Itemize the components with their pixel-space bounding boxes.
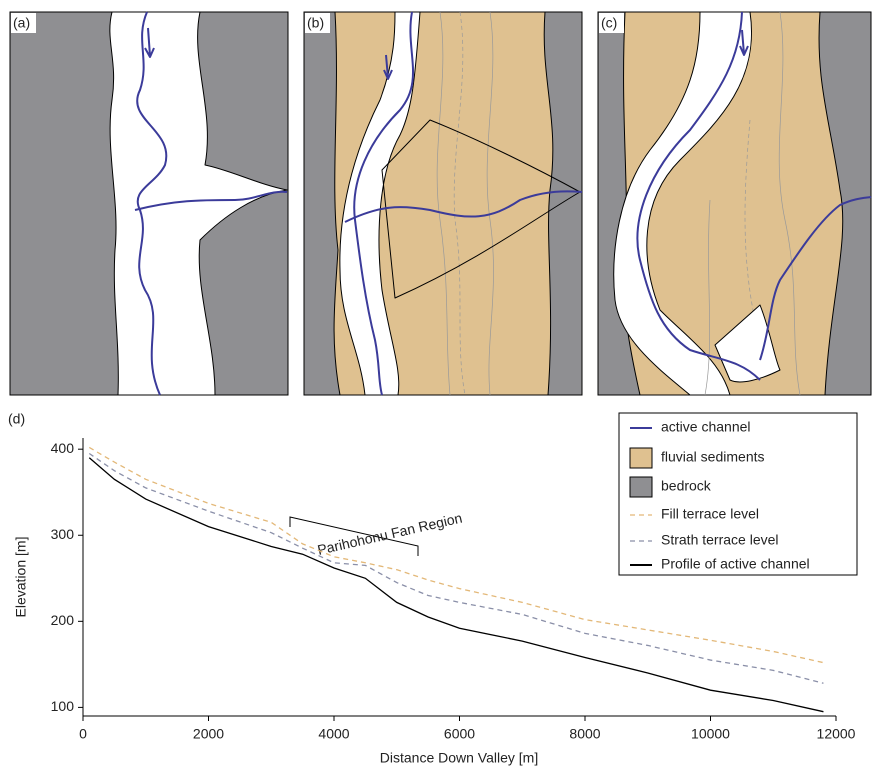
legend-label: bedrock (661, 478, 712, 494)
legend-label: Profile of active channel (661, 556, 810, 572)
legend-label: active channel (661, 419, 751, 435)
legend-box (619, 413, 857, 575)
legend-swatch (630, 448, 652, 468)
map-panel-b: (b) (304, 12, 582, 395)
legend-swatch (630, 477, 652, 497)
y-tick-label: 100 (51, 698, 75, 714)
y-tick-label: 400 (51, 440, 75, 456)
x-tick-label: 8000 (569, 726, 600, 742)
x-tick-label: 0 (79, 726, 87, 742)
figure: (a) (b) (c) (d) Distance Down Valley [m]… (0, 0, 872, 770)
x-tick-label: 6000 (444, 726, 475, 742)
panel-label: (b) (307, 15, 324, 31)
panel-label: (c) (601, 15, 617, 31)
x-tick-label: 4000 (318, 726, 349, 742)
panel-label: (a) (13, 15, 30, 31)
y-tick-label: 200 (51, 612, 75, 628)
y-tick-label: 300 (51, 526, 75, 542)
legend-label: Fill terrace level (661, 506, 759, 522)
y-axis-label: Elevation [m] (13, 537, 29, 618)
map-panel-a: (a) (10, 12, 288, 395)
x-tick-label: 12000 (817, 726, 856, 742)
map-panel-c: (c) (598, 12, 871, 395)
legend-label: fluvial sediments (661, 449, 765, 465)
panel-label: (d) (8, 411, 25, 427)
legend-label: Strath terrace level (661, 532, 779, 548)
annotation: Parihohonu Fan Region (316, 510, 464, 558)
x-tick-label: 2000 (193, 726, 224, 742)
x-axis-label: Distance Down Valley [m] (380, 750, 538, 766)
x-tick-label: 10000 (691, 726, 730, 742)
